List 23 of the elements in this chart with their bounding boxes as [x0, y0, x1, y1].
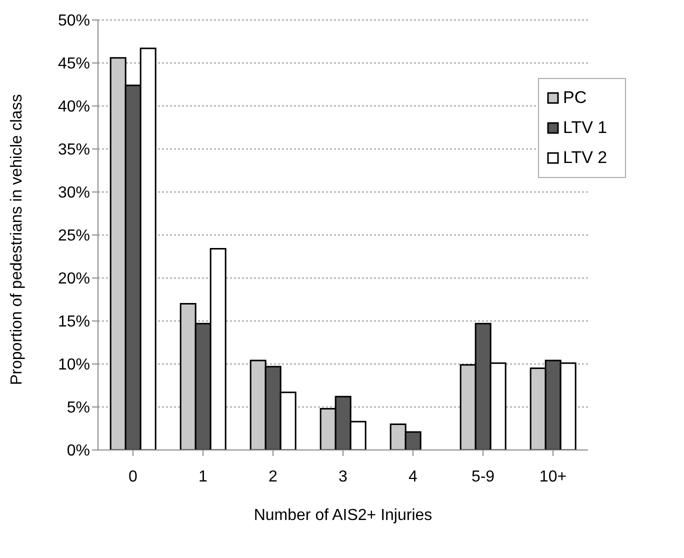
- legend-label: LTV 2: [563, 147, 608, 169]
- x-tick-label: 4: [408, 468, 418, 486]
- y-tick-label: 15%: [58, 314, 90, 331]
- y-tick-label: 45%: [58, 56, 90, 73]
- x-tick-label: 5-9: [471, 468, 495, 486]
- x-axis-title: Number of AIS2+ Injuries: [254, 507, 432, 524]
- y-tick-label: 35%: [58, 142, 90, 159]
- y-tick-label: 0%: [66, 442, 90, 460]
- x-tick-label: 0: [128, 468, 138, 486]
- x-tick-label: 3: [338, 468, 348, 486]
- x-tick-label: 10+: [539, 468, 567, 486]
- y-tick-label: 20%: [58, 270, 90, 288]
- y-tick-label: 30%: [58, 184, 90, 202]
- y-tick-label: 25%: [58, 228, 90, 245]
- y-tick-label: 50%: [58, 12, 90, 30]
- y-tick-label: 10%: [58, 356, 90, 374]
- x-tick-label: 2: [268, 468, 278, 486]
- x-tick-label: 1: [198, 468, 208, 486]
- y-axis-title: Proportion of pedestrians in vehicle class: [8, 94, 26, 385]
- y-tick-label: 5%: [66, 400, 90, 417]
- legend-label: PC: [563, 87, 587, 109]
- y-tick-label: 40%: [58, 98, 90, 116]
- legend-label: LTV 1: [563, 117, 608, 139]
